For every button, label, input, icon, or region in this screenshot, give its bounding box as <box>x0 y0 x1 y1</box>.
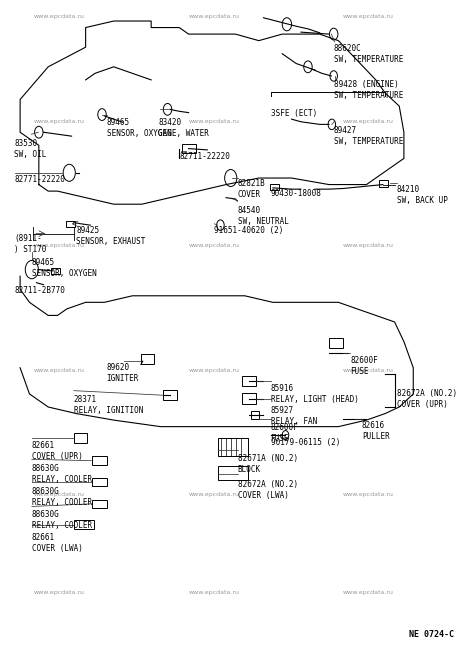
Bar <box>218 466 248 480</box>
Text: 28371
RELAY, IGNITION: 28371 RELAY, IGNITION <box>74 396 143 415</box>
Text: 82821B
COVER: 82821B COVER <box>238 179 265 200</box>
Text: 82672A (NO.2)
COVER (LWA): 82672A (NO.2) COVER (LWA) <box>238 480 298 501</box>
Text: www.epcdata.ru: www.epcdata.ru <box>189 119 239 124</box>
Bar <box>74 520 93 530</box>
Text: NE 0724-C: NE 0724-C <box>409 630 454 639</box>
Bar <box>163 390 177 401</box>
Text: 88630G
RELAY, COOLER: 88630G RELAY, COOLER <box>32 464 92 484</box>
Bar <box>92 499 107 508</box>
Text: 89427
SW, TEMPERATURE: 89427 SW, TEMPERATURE <box>334 125 403 146</box>
Bar <box>242 376 256 386</box>
Bar <box>92 478 107 486</box>
Text: 89620
IGNITER: 89620 IGNITER <box>107 363 139 383</box>
Text: 83530
SW, OIL: 83530 SW, OIL <box>15 139 47 159</box>
Text: 82600F
FUSE: 82600F FUSE <box>350 356 378 376</box>
Text: 89425
SENSOR, EXHAUST: 89425 SENSOR, EXHAUST <box>76 226 146 246</box>
Text: 82711-22220: 82711-22220 <box>179 152 230 161</box>
Text: 84210
SW, BACK UP: 84210 SW, BACK UP <box>397 185 448 205</box>
Text: 82771-22220: 82771-22220 <box>15 175 65 184</box>
Text: www.epcdata.ru: www.epcdata.ru <box>343 492 394 497</box>
Bar <box>74 433 87 443</box>
Text: www.epcdata.ru: www.epcdata.ru <box>189 14 239 20</box>
Bar <box>251 411 259 419</box>
Text: 84540
SW, NEUTRAL: 84540 SW, NEUTRAL <box>238 206 289 225</box>
Text: www.epcdata.ru: www.epcdata.ru <box>343 244 394 248</box>
Text: 83420
GAGE, WATER: 83420 GAGE, WATER <box>158 118 209 138</box>
Text: 88620C
SW, TEMPERATURE: 88620C SW, TEMPERATURE <box>334 44 403 64</box>
Text: www.epcdata.ru: www.epcdata.ru <box>34 244 85 248</box>
Text: 89465
SENSOR, OXYGEN: 89465 SENSOR, OXYGEN <box>107 118 172 138</box>
Text: 82616
PULLER: 82616 PULLER <box>362 421 390 442</box>
Text: www.epcdata.ru: www.epcdata.ru <box>343 590 394 595</box>
Text: www.epcdata.ru: www.epcdata.ru <box>189 590 239 595</box>
Text: 82671A (NO.2)
BLOCK: 82671A (NO.2) BLOCK <box>238 454 298 474</box>
Text: www.epcdata.ru: www.epcdata.ru <box>34 119 85 124</box>
Bar <box>270 184 279 191</box>
Text: 90430-18008: 90430-18008 <box>271 189 321 198</box>
Bar <box>329 338 343 348</box>
Text: www.epcdata.ru: www.epcdata.ru <box>34 14 85 20</box>
Bar <box>92 457 107 465</box>
Text: (8911-
) ST170: (8911- ) ST170 <box>15 234 47 254</box>
Text: www.epcdata.ru: www.epcdata.ru <box>343 368 394 373</box>
Text: 90179-06115 (2): 90179-06115 (2) <box>271 438 340 447</box>
Text: www.epcdata.ru: www.epcdata.ru <box>343 119 394 124</box>
Text: 82672A (NO.2)
COVER (UPR): 82672A (NO.2) COVER (UPR) <box>397 389 457 409</box>
Text: 89428 (ENGINE)
SW, TEMPERATURE: 89428 (ENGINE) SW, TEMPERATURE <box>334 80 403 100</box>
Bar <box>66 221 75 227</box>
Text: 88630G
RELAY, COOLER: 88630G RELAY, COOLER <box>32 510 92 530</box>
Text: 82600F
FUSE: 82600F FUSE <box>271 423 298 443</box>
Text: www.epcdata.ru: www.epcdata.ru <box>34 590 85 595</box>
Bar <box>379 180 389 187</box>
Text: www.epcdata.ru: www.epcdata.ru <box>343 14 394 20</box>
Text: www.epcdata.ru: www.epcdata.ru <box>189 492 239 497</box>
Text: 91651-40620 (2): 91651-40620 (2) <box>214 226 284 235</box>
Text: 85927
RELAY, FAN: 85927 RELAY, FAN <box>271 406 317 426</box>
Bar <box>141 354 154 365</box>
Text: www.epcdata.ru: www.epcdata.ru <box>34 492 85 497</box>
Bar <box>51 267 60 274</box>
Text: 88630G
RELAY, COOLER: 88630G RELAY, COOLER <box>32 487 92 507</box>
Text: www.epcdata.ru: www.epcdata.ru <box>189 244 239 248</box>
Bar <box>242 394 256 404</box>
Text: 3SFE (ECT): 3SFE (ECT) <box>271 109 317 118</box>
Bar <box>218 438 248 456</box>
Text: 82661
COVER (LWA): 82661 COVER (LWA) <box>32 533 82 553</box>
Text: 85916
RELAY, LIGHT (HEAD): 85916 RELAY, LIGHT (HEAD) <box>271 384 358 404</box>
Text: www.epcdata.ru: www.epcdata.ru <box>34 368 85 373</box>
Text: www.epcdata.ru: www.epcdata.ru <box>189 368 239 373</box>
Text: 82661
COVER (UPR): 82661 COVER (UPR) <box>32 441 82 461</box>
Text: 82711-2B770: 82711-2B770 <box>15 286 65 295</box>
Text: 89465
SENSOR, OXYGEN: 89465 SENSOR, OXYGEN <box>32 258 97 278</box>
Bar <box>182 144 196 154</box>
